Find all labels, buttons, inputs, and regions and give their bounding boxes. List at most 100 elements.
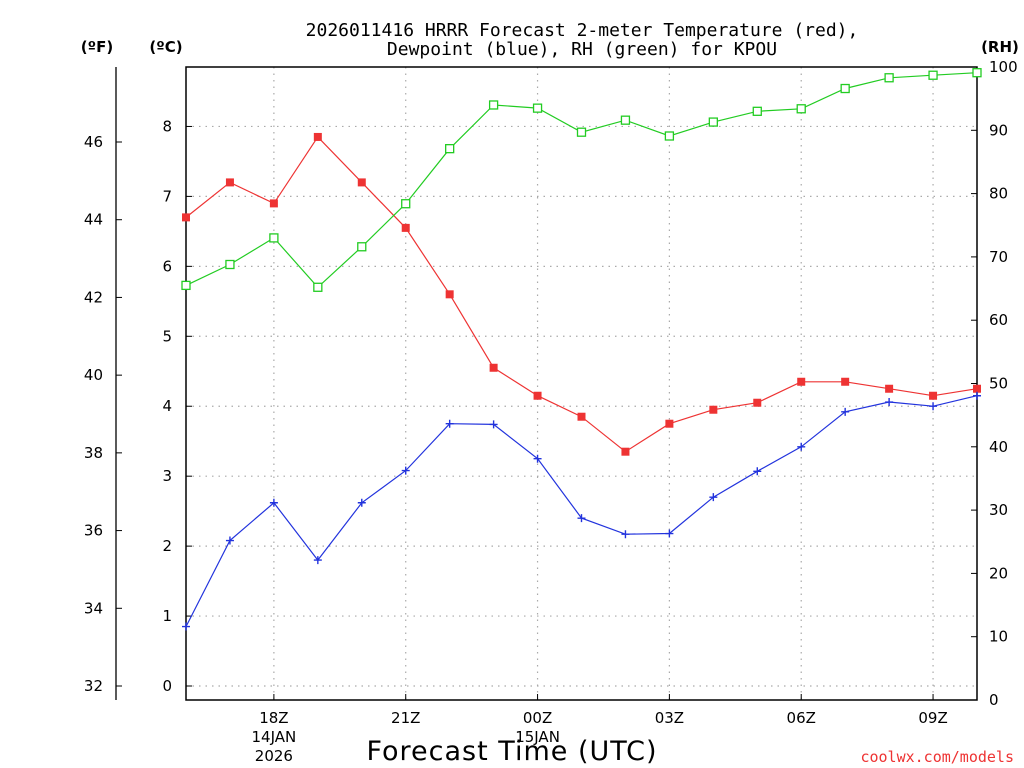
rh-tick-label: 30 — [989, 501, 1008, 519]
temperature-point — [973, 384, 981, 393]
celsius-tick-label: 0 — [162, 677, 172, 695]
time-tick-label: 00Z — [523, 709, 552, 727]
celsius-tick-label: 5 — [162, 327, 172, 345]
dewpoint-point — [182, 622, 190, 631]
celsius-tick-label: 8 — [162, 117, 172, 135]
fahrenheit-tick-label: 34 — [84, 599, 103, 617]
axes — [115, 66, 978, 701]
rh-point — [225, 259, 235, 270]
rh-point — [576, 127, 587, 137]
date-tick-label: 15JAN — [515, 728, 560, 746]
rh-point — [972, 68, 982, 78]
temperature-point — [885, 384, 894, 393]
dewpoint-point — [533, 454, 542, 463]
rh-tick-label: 10 — [989, 628, 1008, 646]
rh-tick-label: 0 — [989, 691, 999, 709]
chart-title-line2: Dewpoint (blue), RH (green) for KPOU — [387, 39, 777, 60]
temperature-line — [185, 135, 978, 453]
temperature-point — [533, 391, 542, 400]
rh-unit-label: (RH) — [981, 38, 1019, 56]
rh-tick-label: 40 — [989, 438, 1008, 456]
rh-point — [884, 73, 894, 83]
fahrenheit-tick-label: 42 — [84, 288, 103, 306]
chart-title-line1: 2026011416 HRRR Forecast 2-meter Tempera… — [306, 20, 859, 41]
dewpoint-point — [401, 466, 410, 475]
plot-frame — [185, 66, 978, 701]
celsius-tick-label: 3 — [162, 467, 172, 485]
rh-point — [840, 83, 850, 94]
credit-text: coolwx.com/models — [860, 748, 1014, 766]
rh-point — [532, 103, 543, 113]
temperature-point — [269, 199, 278, 208]
rh-tick-label: 60 — [989, 311, 1008, 329]
time-tick-label: 09Z — [918, 709, 947, 727]
time-tick-label: 21Z — [391, 709, 420, 727]
temperature-point — [489, 363, 498, 372]
temperature-point — [665, 419, 674, 428]
rh-point — [488, 100, 499, 110]
temperature-point — [621, 447, 630, 456]
dewpoint-point — [577, 514, 586, 523]
fahrenheit-tick-label: 32 — [84, 677, 103, 695]
fahrenheit-tick-label: 46 — [84, 133, 103, 151]
fahrenheit-tick-label: 44 — [84, 211, 103, 229]
rh-point — [181, 280, 191, 291]
temperature-point — [929, 391, 938, 400]
celsius-tick-label: 2 — [162, 537, 172, 555]
dewpoint-point — [357, 498, 366, 507]
temperature-point — [841, 377, 850, 386]
rh-tick-label: 90 — [989, 121, 1008, 139]
rh-tick-label: 100 — [989, 58, 1018, 76]
celsius-tick-label: 1 — [162, 607, 172, 625]
time-tick-label: 06Z — [787, 709, 816, 727]
temperature-point — [753, 398, 762, 407]
rh-point — [445, 144, 455, 154]
rh-tick-label: 70 — [989, 248, 1008, 266]
fahrenheit-tick-label: 38 — [84, 444, 103, 462]
dewpoint-point — [445, 419, 454, 428]
rh-tick-label: 20 — [989, 564, 1008, 582]
rh-point — [401, 199, 411, 209]
dewpoint-point — [929, 402, 938, 411]
rh-point — [269, 233, 279, 243]
fahrenheit-tick-label: 40 — [84, 366, 103, 384]
data-series — [181, 68, 982, 631]
temperature-point — [445, 290, 454, 299]
celsius-tick-label: 4 — [162, 397, 172, 415]
temperature-point — [182, 213, 190, 222]
time-tick-label: 18Z — [259, 709, 288, 727]
rh-point — [928, 70, 938, 80]
date-tick-label: 14JAN — [252, 728, 297, 746]
celsius-unit-label: (ºC) — [149, 38, 182, 56]
celsius-tick-label: 7 — [162, 187, 172, 205]
temperature-point — [401, 223, 410, 232]
temperature-point — [797, 377, 806, 386]
dewpoint-point — [973, 391, 981, 400]
dewpoint-point — [489, 420, 498, 429]
rh-point — [313, 282, 323, 292]
rh-line — [185, 72, 978, 289]
dewpoint-point — [665, 529, 674, 538]
rh-point — [708, 117, 718, 127]
dewpoint-point — [709, 493, 718, 502]
dewpoint-point — [841, 407, 850, 416]
dewpoint-point — [621, 530, 630, 539]
temperature-point — [709, 405, 718, 414]
dewpoint-line — [185, 395, 978, 627]
temperature-point — [357, 178, 366, 187]
temperature-point — [577, 412, 586, 421]
rh-point — [357, 242, 367, 252]
rh-tick-label: 50 — [989, 375, 1008, 393]
dewpoint-point — [885, 398, 894, 407]
x-axis-label: Forecast Time (UTC) — [366, 736, 657, 767]
temperature-point — [225, 178, 234, 187]
celsius-tick-label: 6 — [162, 257, 172, 275]
time-tick-label: 03Z — [655, 709, 684, 727]
rh-point — [620, 115, 631, 125]
fahrenheit-unit-label: (ºF) — [81, 38, 113, 56]
rh-point — [752, 106, 762, 116]
dewpoint-point — [269, 498, 278, 507]
fahrenheit-tick-label: 36 — [84, 522, 103, 540]
